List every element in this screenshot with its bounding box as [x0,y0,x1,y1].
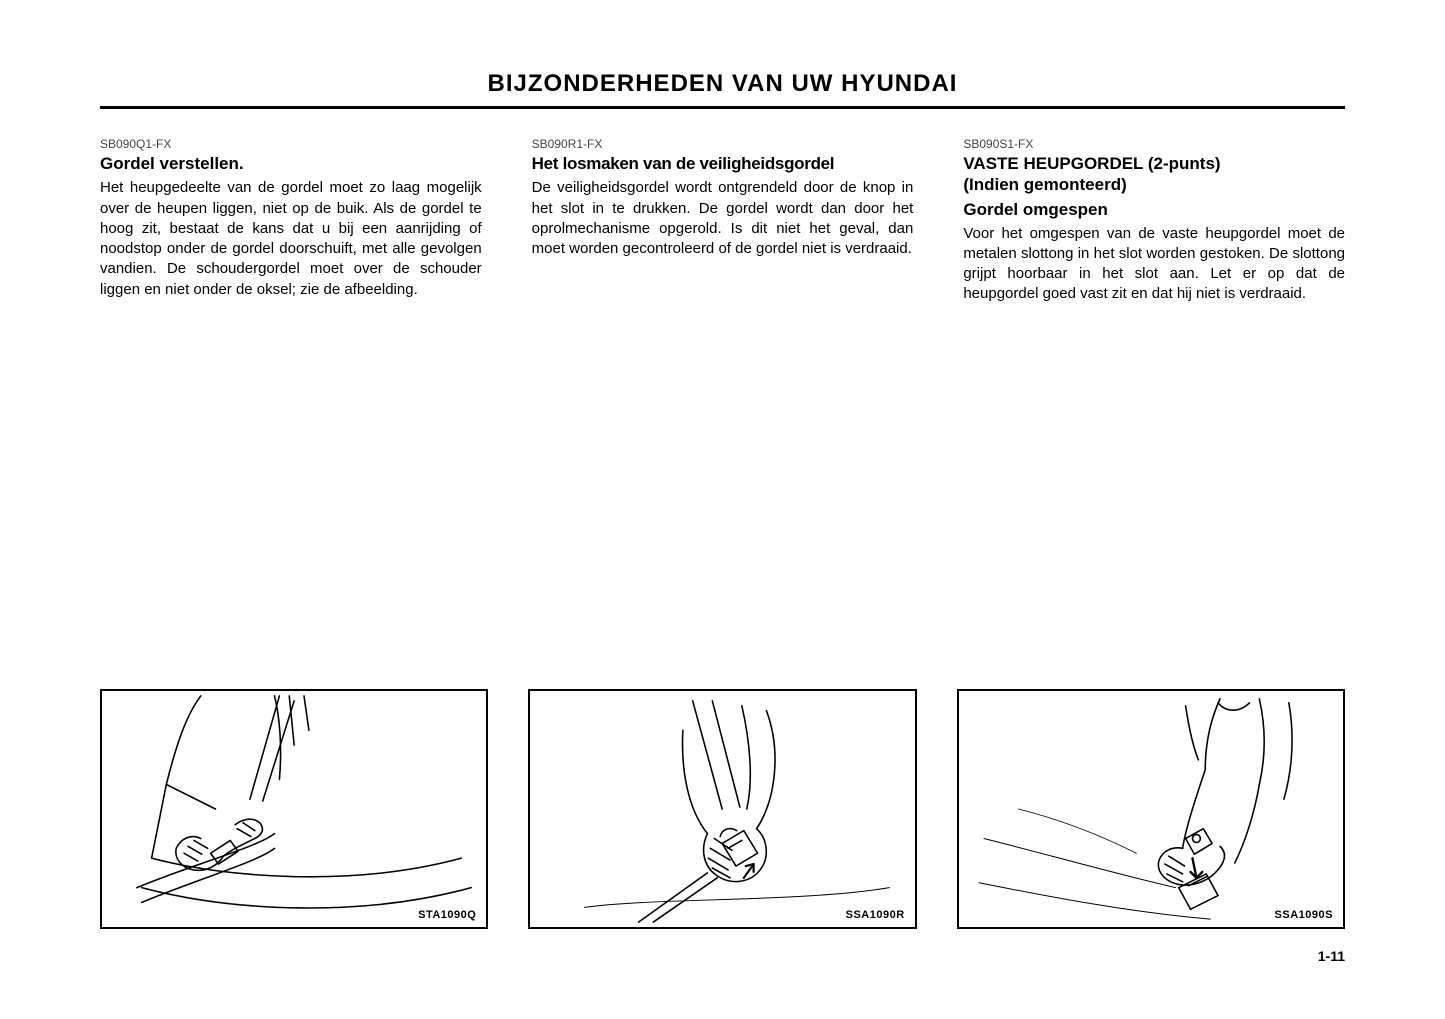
heading-line-1: VASTE HEUPGORDEL (2-punts) [963,154,1220,173]
column-1: SB090Q1-FX Gordel verstellen. Het heupge… [100,137,482,305]
figure-belt-adjust: STA1090Q [100,689,488,929]
reference-code: SB090Q1-FX [100,137,482,151]
figure-belt-fasten: SSA1090S [957,689,1345,929]
reference-code: SB090S1-FX [963,137,1345,151]
column-3: SB090S1-FX VASTE HEUPGORDEL (2-punts) (I… [963,137,1345,305]
figure-code: STA1090Q [418,909,476,921]
section-heading: VASTE HEUPGORDEL (2-punts) (Indien gemon… [963,153,1345,196]
figure-belt-release: SSA1090R [528,689,916,929]
figure-code: SSA1090R [846,909,905,921]
seatbelt-adjust-illustration [102,691,486,927]
body-text: Het heupgedeelte van de gordel moet zo l… [100,178,482,300]
section-subheading: Gordel omgespen [963,200,1345,220]
page-title: BIJZONDERHEDEN VAN UW HYUNDAI [100,70,1345,109]
heading-line-2: (Indien gemonteerd) [963,175,1126,194]
manual-page: BIJZONDERHEDEN VAN UW HYUNDAI SB090Q1-FX… [0,0,1445,1019]
seatbelt-fasten-illustration [959,691,1343,927]
figure-row: STA1090Q [100,689,1345,929]
body-text: Voor het omgespen van de vaste heupgorde… [963,224,1345,305]
body-text: De veiligheidsgordel wordt ontgrendeld d… [532,178,914,259]
section-heading: Gordel verstellen. [100,153,482,174]
text-columns: SB090Q1-FX Gordel verstellen. Het heupge… [100,137,1345,305]
reference-code: SB090R1-FX [532,137,914,151]
seatbelt-release-illustration [530,691,914,927]
section-heading: Het losmaken van de veiligheidsgordel [532,153,914,174]
figure-code: SSA1090S [1275,909,1333,921]
page-number: 1-11 [1318,948,1345,964]
column-2: SB090R1-FX Het losmaken van de veilighei… [532,137,914,305]
